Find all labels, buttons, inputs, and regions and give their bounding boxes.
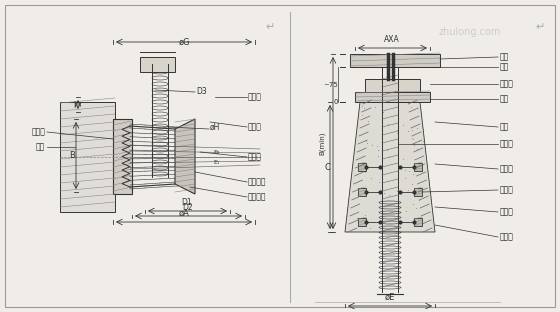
Text: E₂: E₂ <box>213 149 220 154</box>
Text: B(min): B(min) <box>319 131 325 155</box>
Text: E₁: E₁ <box>213 159 220 164</box>
Text: D3: D3 <box>196 87 207 96</box>
Text: l: l <box>73 100 75 110</box>
Polygon shape <box>414 218 422 226</box>
Polygon shape <box>350 54 440 67</box>
Polygon shape <box>60 102 115 212</box>
Polygon shape <box>358 163 366 171</box>
Text: zhulong.com: zhulong.com <box>439 27 501 37</box>
Polygon shape <box>355 92 430 102</box>
Text: C: C <box>324 163 330 172</box>
Text: 工作夹片: 工作夹片 <box>248 193 267 202</box>
Polygon shape <box>365 79 420 92</box>
Text: 工作锚板: 工作锚板 <box>248 178 267 187</box>
Polygon shape <box>113 119 132 194</box>
Text: 螺母: 螺母 <box>36 143 45 152</box>
Text: ↵: ↵ <box>265 22 275 32</box>
Text: D1: D1 <box>181 198 192 207</box>
Polygon shape <box>345 102 435 232</box>
Text: 波纹管: 波纹管 <box>248 123 262 131</box>
Polygon shape <box>414 163 422 171</box>
Text: 约束圈: 约束圈 <box>500 207 514 217</box>
Text: øA: øA <box>179 209 189 218</box>
Text: 波纹管: 波纹管 <box>500 232 514 241</box>
Text: 螺旋箍: 螺旋箍 <box>500 186 514 194</box>
Text: 螺旋箍: 螺旋箍 <box>248 153 262 162</box>
Text: 压板: 压板 <box>500 52 509 61</box>
Text: B: B <box>69 152 75 160</box>
Polygon shape <box>358 218 366 226</box>
Text: 锚垫板: 锚垫板 <box>31 128 45 137</box>
Polygon shape <box>358 188 366 196</box>
Text: 焊栓: 焊栓 <box>500 62 509 71</box>
Text: øE: øE <box>385 293 395 302</box>
Text: 压压头: 压压头 <box>500 80 514 89</box>
Polygon shape <box>414 188 422 196</box>
Polygon shape <box>140 57 175 72</box>
Text: 锚板: 锚板 <box>500 95 509 104</box>
Text: D2: D2 <box>183 203 193 212</box>
Text: øG: øG <box>178 38 190 47</box>
Text: ↵: ↵ <box>535 22 545 32</box>
Text: 波纹管: 波纹管 <box>500 164 514 173</box>
Text: 钢绞线: 钢绞线 <box>500 139 514 149</box>
Text: 0: 0 <box>334 99 338 105</box>
Text: øH: øH <box>210 123 221 131</box>
Text: 钢绞线: 钢绞线 <box>248 92 262 101</box>
Polygon shape <box>175 119 195 194</box>
Text: 螺母: 螺母 <box>500 123 509 131</box>
Text: ~75: ~75 <box>323 82 338 88</box>
Text: AXA: AXA <box>384 35 400 44</box>
